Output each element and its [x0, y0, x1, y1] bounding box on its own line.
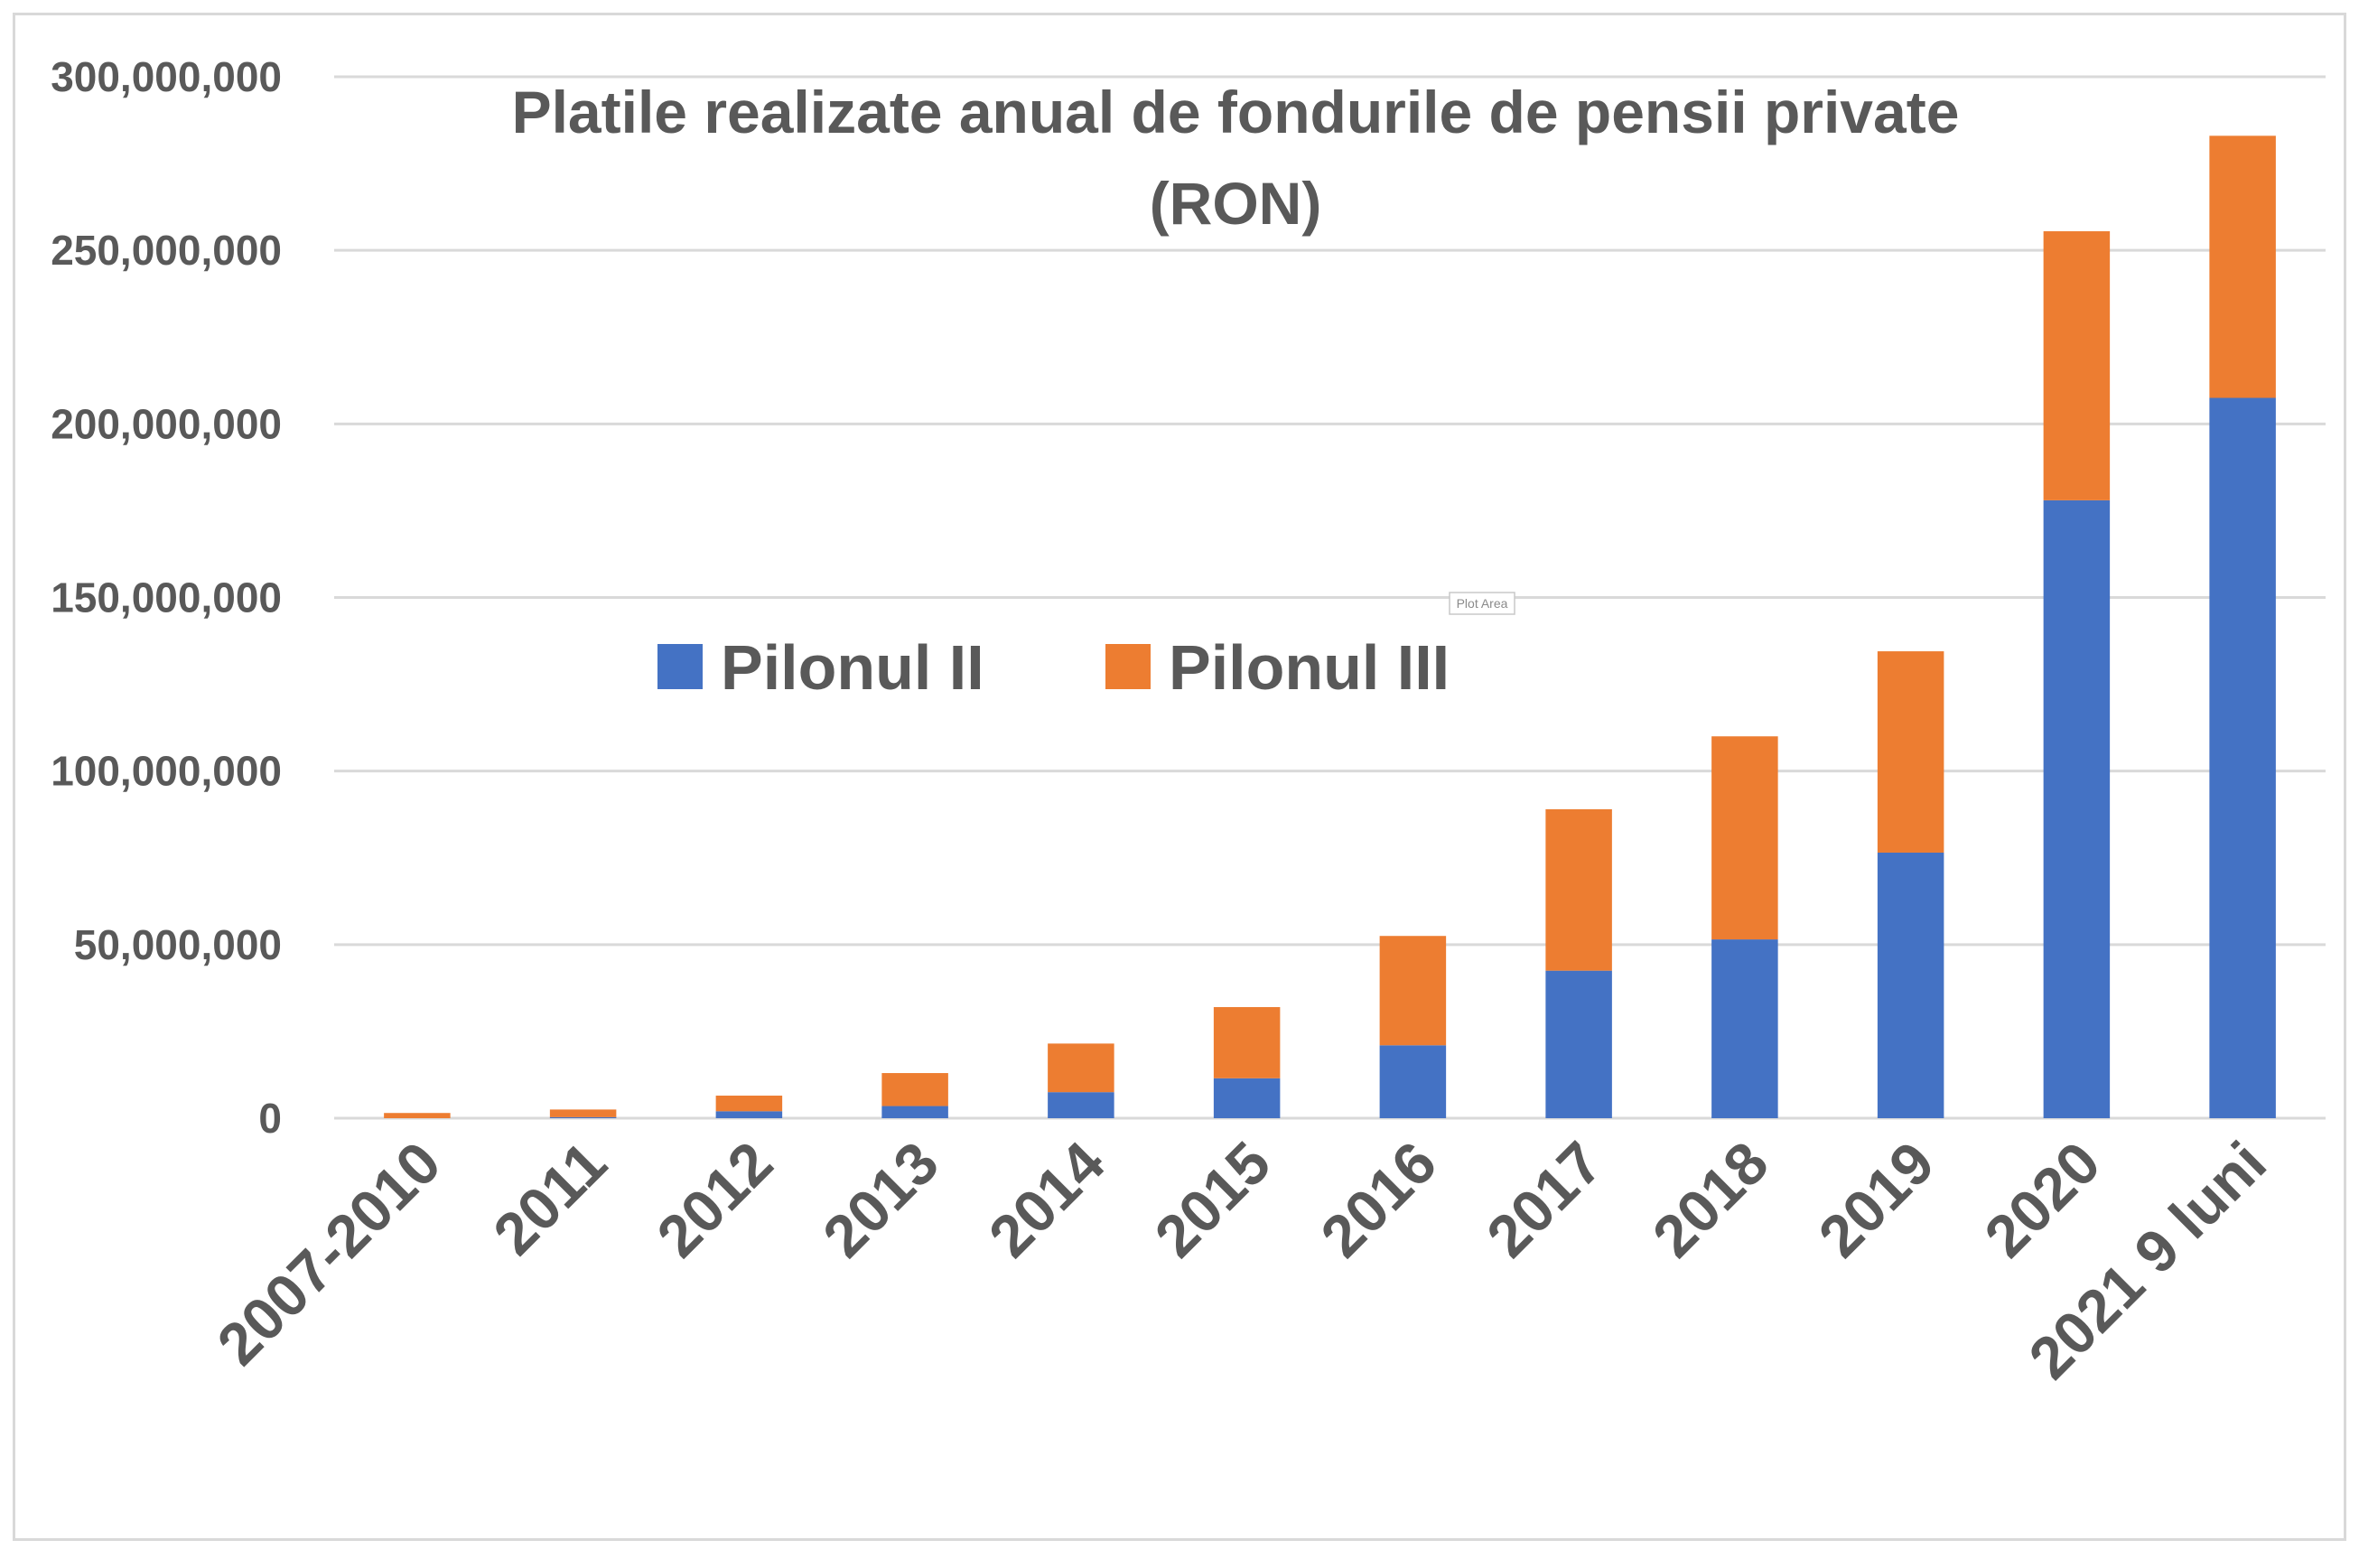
y-tick-label-6: 300,000,000	[51, 53, 282, 100]
legend-swatch-pilonul-iii	[1105, 644, 1151, 689]
bar-pilonul-ii-2014	[1048, 1092, 1114, 1118]
y-axis-tick-labels: 0 50,000,000 100,000,000 150,000,000 200,000…	[51, 53, 282, 1142]
chart-title-line-2: (RON)	[1150, 170, 1322, 237]
y-tick-label-4: 200,000,000	[51, 400, 282, 447]
x-tick-label-2019: 2019	[1805, 1129, 1946, 1270]
bar-pilonul-ii-2016	[1379, 1045, 1447, 1118]
bars	[384, 135, 2276, 1119]
legend-label-pilonul-iii: Pilonul III	[1169, 632, 1450, 703]
bar-pilonul-ii-2011	[549, 1116, 617, 1118]
chart-frame	[13, 13, 2346, 1541]
x-tick-label-2018: 2018	[1640, 1129, 1781, 1270]
bar-pilonul-ii-2012	[715, 1111, 783, 1118]
bar-pilonul-ii-2013	[881, 1106, 948, 1118]
y-tick-label-1: 50,000,000	[74, 921, 282, 968]
bar-pilonul-iii-2015	[1213, 1007, 1281, 1078]
bar-pilonul-ii-2019	[1877, 852, 1944, 1118]
y-tick-label-2: 100,000,000	[51, 748, 282, 795]
bar-pilonul-ii-2020	[2043, 499, 2111, 1118]
legend: Pilonul II Pilonul III	[657, 632, 1450, 703]
x-tick-label-2007-2010: 2007-2010	[204, 1129, 453, 1378]
x-tick-label-2011: 2011	[480, 1129, 620, 1268]
x-tick-label-2014: 2014	[976, 1128, 1117, 1269]
y-tick-label-0: 0	[258, 1095, 282, 1142]
bar-pilonul-iii-2019	[1877, 651, 1944, 853]
bar-pilonul-iii-2020	[2043, 231, 2111, 500]
x-axis-tick-labels: 2007-2010 2011 2012 2013 2014 2015 2016 2017 201…	[204, 1128, 2279, 1391]
bar-pilonul-iii-2012	[715, 1096, 783, 1112]
legend-label-pilonul-ii: Pilonul II	[721, 632, 984, 703]
x-tick-label-2012: 2012	[644, 1129, 785, 1270]
x-tick-label-2016: 2016	[1308, 1129, 1449, 1270]
bar-pilonul-iii-2014	[1048, 1043, 1114, 1093]
bar-pilonul-iii-2018	[1711, 736, 1778, 940]
plot-area-tag: Plot Area	[1449, 592, 1515, 615]
x-tick-label-2013: 2013	[810, 1129, 951, 1270]
plot-area-tag-label: Plot Area	[1457, 596, 1508, 611]
bar-pilonul-iii-2021-9-luni	[2209, 135, 2276, 398]
x-tick-label-2017: 2017	[1474, 1129, 1615, 1270]
bar-pilonul-iii-2007-2010	[384, 1113, 451, 1118]
bar-pilonul-iii-2017	[1545, 808, 1612, 971]
x-tick-label-2020: 2020	[1972, 1129, 2112, 1270]
y-tick-label-5: 250,000,000	[51, 227, 282, 274]
bar-pilonul-iii-2011	[549, 1109, 617, 1117]
bar-pilonul-ii-2021-9-luni	[2209, 397, 2276, 1119]
x-tick-label-2015: 2015	[1142, 1129, 1282, 1270]
bar-pilonul-iii-2013	[881, 1073, 948, 1106]
y-tick-label-3: 150,000,000	[51, 574, 282, 621]
legend-swatch-pilonul-ii	[657, 644, 703, 689]
bar-pilonul-ii-2015	[1213, 1078, 1281, 1118]
chart-title-line-1: Platile realizate anual de fondurile de …	[512, 79, 1960, 145]
bar-pilonul-iii-2016	[1379, 936, 1447, 1046]
bar-pilonul-ii-2018	[1711, 939, 1778, 1118]
bar-pilonul-ii-2017	[1545, 970, 1612, 1118]
gridlines	[334, 75, 2326, 1120]
